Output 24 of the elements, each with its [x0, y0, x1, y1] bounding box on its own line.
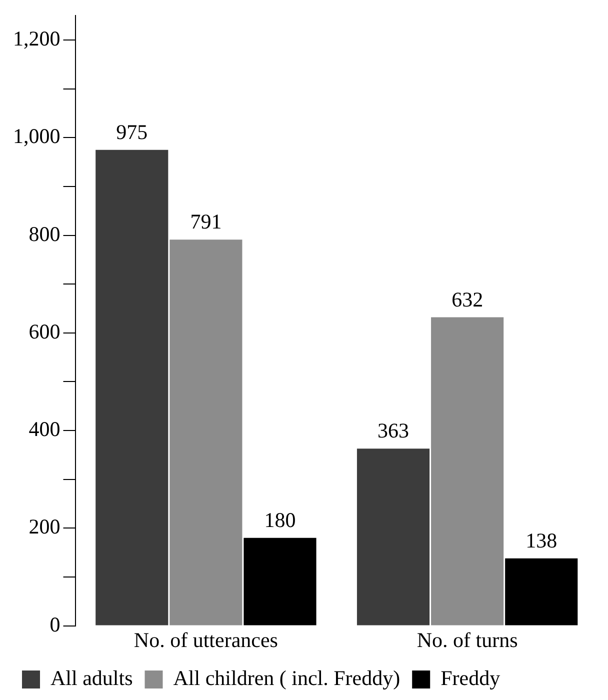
bar — [431, 317, 504, 626]
legend-label: All adults — [50, 666, 133, 690]
y-tick-label: 800 — [28, 222, 60, 246]
bar — [505, 558, 578, 626]
y-tick-label: 1,200 — [13, 26, 60, 51]
data-label: 975 — [116, 120, 148, 144]
legend-label: Freddy — [440, 666, 501, 690]
data-label: 791 — [190, 210, 222, 234]
y-tick-label: 400 — [28, 417, 60, 442]
data-label: 180 — [264, 508, 296, 532]
bar — [356, 448, 430, 626]
bar — [170, 240, 242, 626]
y-tick-label: 600 — [28, 319, 60, 344]
data-label: 138 — [526, 528, 558, 552]
bar — [244, 538, 316, 626]
data-label: 632 — [452, 287, 484, 312]
bar — [96, 150, 168, 626]
y-tick-label: 1,000 — [13, 124, 60, 148]
y-tick-label: 200 — [28, 514, 60, 539]
x-tick-label: No. of utterances — [134, 628, 278, 652]
y-tick-label: 0 — [50, 612, 60, 636]
legend-label: All children ( incl. Freddy) — [173, 666, 400, 690]
x-tick-label: No. of turns — [416, 628, 518, 652]
data-label: 363 — [378, 418, 410, 443]
